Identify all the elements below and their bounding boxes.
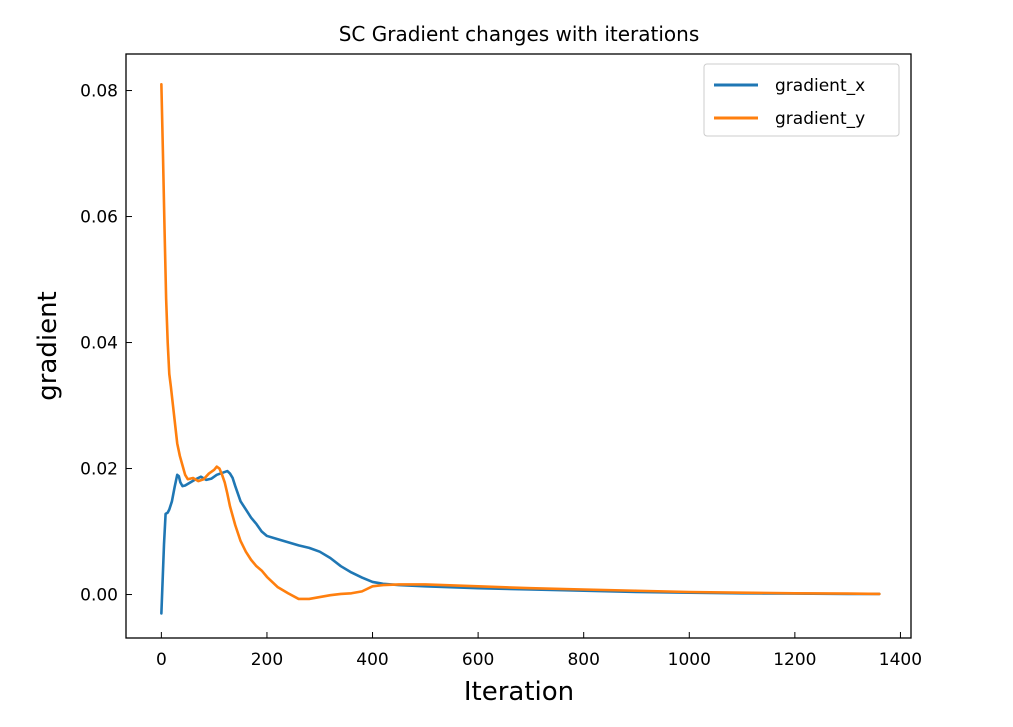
x-tick-label: 1000 [668,650,711,670]
legend-label-gradient-y: gradient_y [775,109,865,129]
x-axis-label: Iteration [464,677,574,707]
y-tick-label: 0.00 [80,586,118,606]
x-tick-label: 0 [156,650,167,670]
y-tick-label: 0.02 [80,460,118,480]
y-axis-label: gradient [33,291,63,401]
chart-title: SC Gradient changes with iterations [339,22,700,46]
series-line-gradient-x [160,469,881,615]
x-tick-label: 400 [356,650,388,670]
legend: gradient_x gradient_y [703,63,900,137]
legend-label-gradient-x: gradient_x [775,76,865,96]
x-tick-label: 1400 [879,650,922,670]
y-tick-label: 0.04 [80,334,118,354]
x-tick-label: 600 [462,650,494,670]
plot-frame [125,53,912,639]
axis-layer: 0 200 400 600 800 1000 1200 1400 0.00 0.02 0.04 0.0… [80,82,922,670]
y-tick-label: 0.06 [80,208,118,228]
x-tick-label: 800 [567,650,599,670]
series-line-gradient-y [160,82,881,601]
x-tick-label: 200 [251,650,283,670]
y-tick-label: 0.08 [80,82,118,102]
series-layer [160,82,881,615]
x-tick-label: 1200 [773,650,816,670]
